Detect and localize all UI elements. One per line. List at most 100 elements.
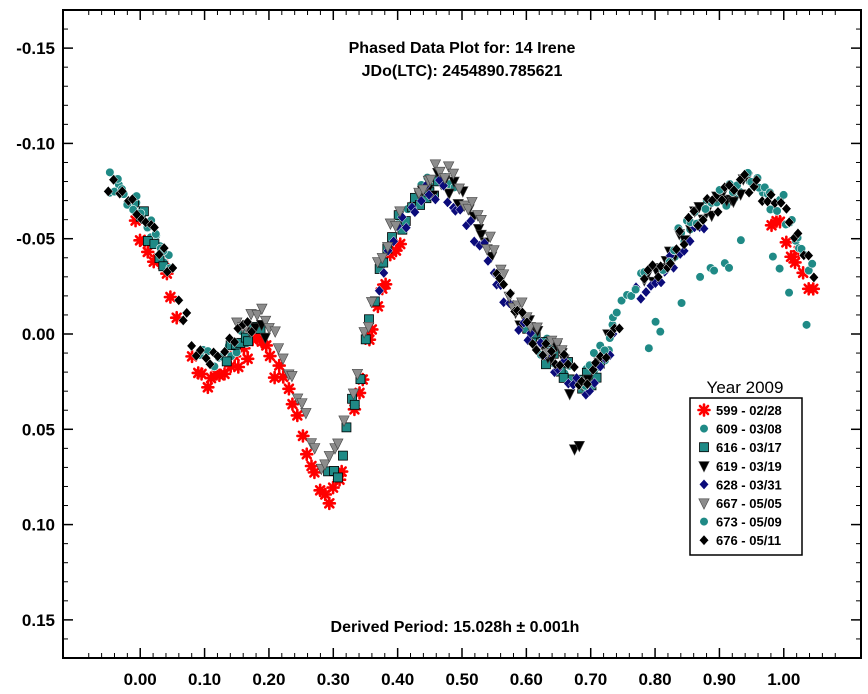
x-tick-label: 0.30 [317,670,350,689]
legend-marker [697,403,711,417]
data-point [631,284,641,295]
data-point [140,245,155,259]
data-point [195,344,206,356]
data-point [300,408,312,420]
data-point [347,388,360,401]
legend-entry: 676 - 05/11 [716,533,781,548]
data-point [784,216,795,228]
data-point [285,397,300,411]
data-point [540,338,551,350]
data-point [442,196,453,208]
data-point [290,408,305,423]
legend-entry: 616 - 03/17 [716,440,782,455]
data-point [706,210,718,223]
data-point [103,185,114,197]
data-point [698,214,709,226]
data-point [378,277,393,292]
data-point [614,322,625,335]
data-point [475,215,487,227]
data-point [365,297,378,309]
data-point [559,355,570,367]
data-point [700,204,711,214]
data-point [429,159,442,171]
data-point [559,348,570,361]
data-point [401,222,412,234]
data-point [784,249,798,264]
y-tick-label: 0.05 [22,420,55,439]
data-point [423,189,435,201]
data-point [409,206,420,218]
data-point [590,357,601,369]
legend-marker [699,424,709,434]
data-point [128,213,143,228]
data-point [779,190,789,200]
data-point [276,370,291,384]
data-point [136,213,147,225]
data-point [149,239,160,249]
x-tick-label: 0.00 [124,670,157,689]
data-point [256,303,268,316]
data-point [309,443,321,455]
data-point [462,203,474,216]
data-point [692,220,703,232]
data-point [240,351,255,366]
data-point [201,380,215,395]
data-point [676,298,687,308]
data-point [616,295,627,306]
x-tick-label: 0.90 [703,670,736,689]
data-point [332,472,343,483]
data-point [685,235,696,247]
data-point [186,340,197,352]
data-point [105,167,115,177]
legend-entry: 667 - 05/05 [716,496,782,511]
data-point [749,181,760,193]
data-point [775,263,785,274]
legend-marker [699,516,709,527]
data-point [243,336,254,347]
data-point [365,322,379,337]
data-point [739,169,750,181]
data-point [612,308,622,318]
data-point [516,297,528,309]
legend-box [689,397,803,556]
data-point [768,251,778,262]
data-point [326,480,340,495]
data-point [775,197,787,209]
data-point [127,193,138,205]
data-point [394,206,406,218]
data-point [688,205,699,217]
data-point [323,451,336,463]
data-point [796,266,810,280]
data-point [221,356,232,367]
data-point [788,255,802,270]
data-point [338,415,350,427]
data-point [438,180,449,192]
data-point [167,262,178,274]
y-tick-label: 0.10 [22,516,55,535]
data-point [736,235,746,245]
data-point [434,166,446,179]
data-point [521,316,533,328]
data-point [734,189,747,201]
data-point [546,345,557,357]
data-point [716,194,728,206]
data-point [808,271,819,283]
data-point [779,235,794,250]
data-point [683,212,694,224]
data-point [665,257,676,270]
y-tick-label: -0.15 [16,39,55,58]
data-point [378,267,389,279]
data-point [181,307,192,319]
legend-entry: 609 - 03/08 [716,422,782,437]
data-point [212,368,227,383]
data-point [318,487,333,502]
data-point [513,324,524,336]
data-point [724,263,734,273]
data-point [282,381,296,396]
data-point [204,371,218,385]
legend-marker [698,461,710,473]
data-point [296,398,308,410]
data-point [484,231,496,244]
legend: Year 2009 599 - 02/28 609 - 03/08 616 - 03… [689,378,803,556]
data-point [442,161,455,173]
